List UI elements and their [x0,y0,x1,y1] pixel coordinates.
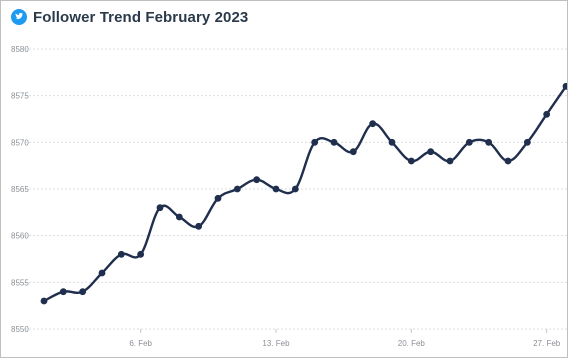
series-layer [40,82,567,305]
twitter-bird-icon [11,9,27,25]
data-point[interactable] [272,185,280,193]
data-point[interactable] [117,250,125,258]
data-point[interactable] [214,194,222,202]
data-point[interactable] [40,297,48,305]
y-tick-label: 8555 [11,278,29,287]
data-point[interactable] [137,250,145,258]
data-point[interactable] [523,138,531,146]
data-point[interactable] [330,138,338,146]
data-point[interactable] [311,138,319,146]
data-point[interactable] [79,288,87,296]
data-point[interactable] [504,157,512,165]
data-point[interactable] [388,138,396,146]
data-point[interactable] [485,138,493,146]
y-tick-label: 8565 [11,185,29,194]
x-axis-ticks: 6. Feb 13. Feb 20. Feb 27. Feb [129,329,561,348]
data-point[interactable] [233,185,241,193]
data-point[interactable] [446,157,454,165]
data-point[interactable] [427,148,435,156]
y-tick-label: 8550 [11,325,29,334]
y-tick-label: 8570 [11,138,29,147]
data-point[interactable] [253,176,261,184]
data-point[interactable] [562,82,567,90]
data-point[interactable] [407,157,415,165]
y-tick-label: 8575 [11,92,29,101]
y-axis-ticks: 8550 8555 8560 8565 8570 8575 8580 [11,45,29,334]
x-tick-label: 27. Feb [533,339,561,348]
data-point[interactable] [349,148,357,156]
data-point[interactable] [175,213,183,221]
data-point[interactable] [98,269,106,277]
x-tick-label: 6. Feb [129,339,152,348]
x-tick-label: 13. Feb [262,339,290,348]
data-point[interactable] [195,222,203,230]
y-tick-label: 8580 [11,45,29,54]
data-point[interactable] [59,288,67,296]
x-tick-label: 20. Feb [398,339,426,348]
data-point[interactable] [156,204,164,212]
y-tick-label: 8560 [11,232,29,241]
series-line [42,85,567,303]
data-point[interactable] [543,110,551,118]
data-point[interactable] [369,120,377,128]
data-point[interactable] [291,185,299,193]
data-point[interactable] [465,138,473,146]
chart-title: Follower Trend February 2023 [33,8,249,26]
chart-header: Follower Trend February 2023 [11,7,248,27]
